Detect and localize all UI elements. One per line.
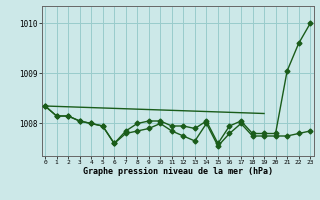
- X-axis label: Graphe pression niveau de la mer (hPa): Graphe pression niveau de la mer (hPa): [83, 167, 273, 176]
